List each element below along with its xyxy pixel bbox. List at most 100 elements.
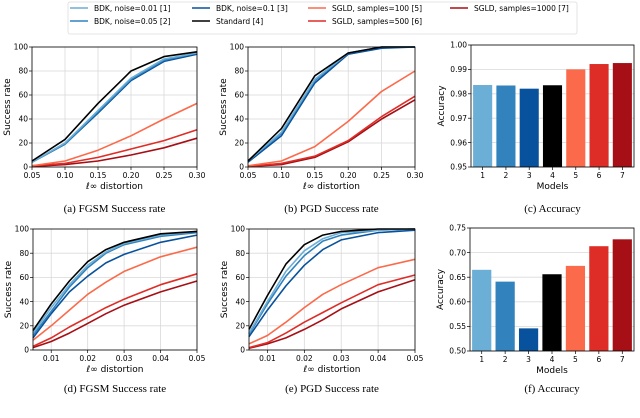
series-line-3 bbox=[247, 46, 416, 163]
x-tick-label: 2 bbox=[504, 171, 509, 180]
x-tick-label: 0.15 bbox=[90, 171, 107, 180]
legend-label: BDK, noise=0.1 [3] bbox=[216, 4, 288, 13]
bar-model-6 bbox=[589, 64, 609, 167]
x-tick-label: 4 bbox=[550, 355, 555, 364]
y-tick-label: 40 bbox=[234, 115, 244, 124]
x-tick-label: 0.10 bbox=[273, 171, 290, 180]
y-tick-label: 80 bbox=[234, 67, 244, 76]
x-tick-label: 0.25 bbox=[373, 171, 390, 180]
x-tick-label: 2 bbox=[503, 355, 508, 364]
series-line-6 bbox=[31, 129, 198, 167]
y-tick-label: 40 bbox=[19, 297, 29, 306]
series-line-5 bbox=[248, 258, 416, 345]
y-tick-label: 0.99 bbox=[450, 65, 467, 74]
y-tick-label: 0.96 bbox=[450, 138, 467, 147]
bar-model-5 bbox=[566, 69, 586, 167]
series-line-4 bbox=[31, 51, 198, 162]
y-tick-label: 40 bbox=[18, 115, 28, 124]
y-tick-label: 60 bbox=[19, 273, 29, 282]
y-tick-label: 0 bbox=[239, 163, 244, 172]
y-tick-label: 0.55 bbox=[449, 322, 466, 331]
y-tick-label: 0.60 bbox=[449, 298, 466, 307]
y-tick-label: 100 bbox=[231, 225, 246, 234]
series-line-7 bbox=[248, 279, 416, 349]
bar-model-5 bbox=[565, 265, 586, 351]
y-tick-label: 0.97 bbox=[450, 114, 467, 123]
x-tick-label: 0.25 bbox=[156, 171, 173, 180]
y-axis-label: Accuracy bbox=[436, 268, 446, 310]
series-line-2 bbox=[32, 231, 198, 336]
bar-model-1 bbox=[473, 85, 493, 167]
y-tick-label: 100 bbox=[14, 43, 29, 52]
series-line-3 bbox=[32, 234, 198, 339]
x-tick-label: 0.05 bbox=[240, 171, 257, 180]
y-tick-label: 60 bbox=[234, 91, 244, 100]
plot-frame bbox=[32, 228, 198, 351]
y-axis-label: Success rate bbox=[3, 78, 13, 136]
y-tick-label: 20 bbox=[235, 322, 245, 331]
y-tick-label: 0 bbox=[23, 163, 28, 172]
panel-caption: (f) Accuracy bbox=[524, 383, 580, 395]
legend-entry: SGLD, samples=500 [6] bbox=[308, 17, 422, 26]
x-axis-label: ℓ∞ distortion bbox=[85, 182, 143, 192]
x-tick-label: 0.10 bbox=[57, 171, 74, 180]
bar-model-7 bbox=[612, 63, 632, 167]
y-axis-label: Success rate bbox=[220, 260, 230, 318]
series-line-3 bbox=[248, 229, 416, 338]
x-tick-label: 5 bbox=[573, 355, 578, 364]
y-tick-label: 100 bbox=[15, 225, 30, 234]
bar-model-4 bbox=[542, 85, 563, 167]
chart-panel-5: 0.50 0.55 0.60 0.65 0.70 0.75 1 2 3 4 5 6 7 Models Acc… bbox=[436, 224, 635, 395]
y-tick-label: 0 bbox=[240, 346, 245, 355]
chart-panel-4: 0 20 40 60 80 100 0.01 0.02 0.03 0.04 0.05 ℓ∞ disto… bbox=[220, 225, 424, 395]
y-tick-label: 0.50 bbox=[449, 347, 466, 356]
x-axis-label: ℓ∞ distortion bbox=[303, 365, 361, 375]
plot-frame bbox=[469, 227, 635, 352]
series-line-1 bbox=[32, 230, 198, 334]
y-tick-label: 0 bbox=[24, 346, 29, 355]
y-tick-label: 60 bbox=[18, 91, 28, 100]
series-line-7 bbox=[247, 99, 416, 168]
y-tick-label: 80 bbox=[19, 249, 29, 258]
legend-label: SGLD, samples=1000 [7] bbox=[474, 4, 569, 13]
x-tick-label: 6 bbox=[597, 171, 602, 180]
series-line-6 bbox=[247, 95, 416, 168]
x-tick-label: 0.04 bbox=[370, 354, 387, 363]
x-tick-label: 0.03 bbox=[116, 354, 133, 363]
series-line-4 bbox=[32, 230, 198, 332]
series-line-7 bbox=[31, 137, 198, 168]
y-axis-label: Accuracy bbox=[437, 85, 447, 127]
x-tick-label: 0.30 bbox=[407, 171, 424, 180]
bar-model-6 bbox=[589, 246, 609, 351]
y-tick-label: 0.70 bbox=[449, 248, 466, 257]
x-axis-label: Models bbox=[536, 366, 568, 376]
x-tick-label: 7 bbox=[620, 355, 625, 364]
x-tick-label: 4 bbox=[550, 171, 555, 180]
bar-model-7 bbox=[612, 239, 632, 351]
plot-frame bbox=[247, 46, 416, 168]
x-tick-label: 0.03 bbox=[333, 354, 350, 363]
panel-caption: (e) PGD Success rate bbox=[285, 383, 379, 395]
y-tick-label: 20 bbox=[19, 322, 29, 331]
chart-panel-1: 0 20 40 60 80 100 0.05 0.10 0.15 0.20 0.25 0.30 ℓ∞ d… bbox=[219, 43, 424, 215]
x-tick-label: 0.01 bbox=[259, 354, 276, 363]
legend-label: BDK, noise=0.05 [2] bbox=[94, 17, 171, 26]
panel-caption: (b) PGD Success rate bbox=[284, 203, 379, 215]
series-line-5 bbox=[32, 246, 198, 341]
legend-entry: BDK, noise=0.01 [1] bbox=[70, 4, 171, 13]
x-axis-label: Models bbox=[537, 182, 569, 192]
x-tick-label: 0.02 bbox=[296, 354, 313, 363]
bar-model-3 bbox=[519, 88, 539, 167]
bar-model-4 bbox=[542, 274, 562, 351]
series-line-5 bbox=[31, 102, 198, 167]
legend-label: Standard [4] bbox=[216, 17, 263, 26]
series-line-4 bbox=[247, 46, 415, 162]
chart-panel-3: 0 20 40 60 80 100 0.01 0.02 0.03 0.04 0.05 ℓ∞ disto… bbox=[4, 225, 206, 395]
x-tick-label: 7 bbox=[620, 171, 625, 180]
y-tick-label: 1.00 bbox=[450, 41, 467, 50]
x-tick-label: 0.15 bbox=[306, 171, 323, 180]
x-tick-label: 0.05 bbox=[24, 171, 41, 180]
bar-model-2 bbox=[496, 85, 516, 167]
panel-caption: (d) FGSM Success rate bbox=[64, 383, 166, 395]
y-tick-label: 0.75 bbox=[449, 224, 466, 233]
